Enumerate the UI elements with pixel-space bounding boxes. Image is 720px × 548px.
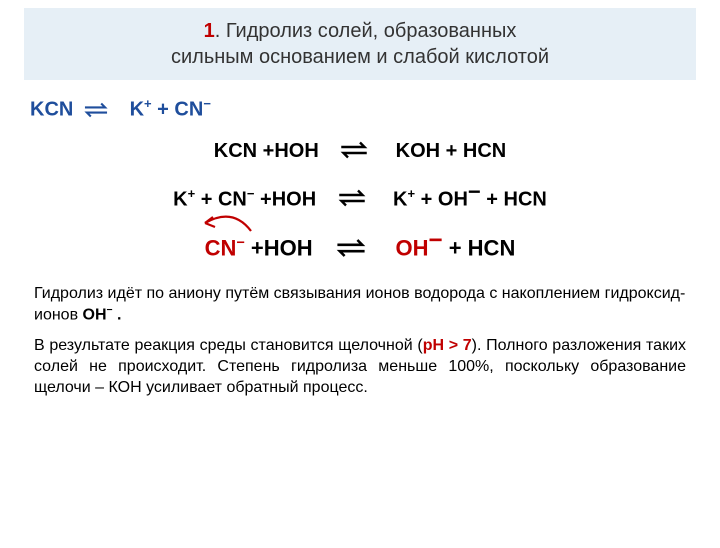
equilibrium-arrows-icon: [335, 238, 367, 258]
title-line-2: сильным основанием и слабой кислотой: [171, 46, 549, 68]
title-line-1: . Гидролиз солей, образованных: [215, 20, 517, 42]
eq3-hoh: +HOH: [254, 188, 316, 210]
eq4-cn: CN: [205, 236, 237, 261]
eq3-rk: K: [393, 188, 407, 210]
eq4-hoh: +HOH: [245, 236, 313, 261]
equilibrium-arrows-icon: [83, 102, 109, 118]
curved-arrow-icon: [193, 205, 263, 235]
eq1-cn-charge: −: [203, 96, 211, 111]
p2-ph: рН > 7: [423, 337, 472, 354]
title-bar: 1. Гидролиз солей, образованных сильным …: [24, 8, 696, 80]
eq2-rhs: KOH + HCN: [396, 140, 507, 162]
p2-a: В результате реакция среды становится ще…: [34, 337, 423, 354]
p1-oh: ОН: [83, 307, 107, 324]
eq3-roh: + OH: [415, 188, 468, 210]
equation-full-ionic: K+ + CN− +HOH K+ + OH− + HCN: [30, 179, 690, 212]
equilibrium-arrows-icon: [337, 189, 367, 207]
eq1-lhs: KCN: [30, 99, 73, 121]
eq1-k-charge: +: [144, 96, 152, 111]
equation-molecular: KCN +HOH KOH + HCN: [30, 140, 690, 163]
eq1-cn: + CN: [152, 99, 204, 121]
eq3-rk-charge: +: [408, 186, 416, 201]
eq4-hcn: + HCN: [443, 236, 516, 261]
eq4-oh-charge: −: [428, 227, 442, 254]
paragraph-explanation-2: В результате реакция среды становится ще…: [34, 336, 686, 398]
eq2-lhs: KCN +HOH: [214, 140, 319, 162]
equation-net-ionic: CN− +HOH OH− + HCN: [205, 227, 516, 261]
eq3-k: K: [173, 188, 187, 210]
equilibrium-arrows-icon: [339, 141, 369, 159]
eq4-oh: OH: [395, 236, 428, 261]
eq1-k: K: [130, 99, 144, 121]
eq4-cn-charge: −: [236, 235, 244, 251]
p1-c: .: [113, 307, 122, 324]
p1-a: Гидролиз идёт по аниону путём связывания…: [34, 285, 685, 324]
eq3-roh-charge: −: [468, 179, 481, 204]
paragraph-explanation-1: Гидролиз идёт по аниону путём связывания…: [34, 284, 686, 327]
title-number: 1: [204, 20, 215, 42]
equation-dissociation: KCN K+ + CN−: [30, 96, 690, 122]
content-area: KCN K+ + CN− KCN +HOH KOH + HCN K+ + CN−…: [0, 80, 720, 399]
eq3-rhcn: + HCN: [481, 188, 547, 210]
